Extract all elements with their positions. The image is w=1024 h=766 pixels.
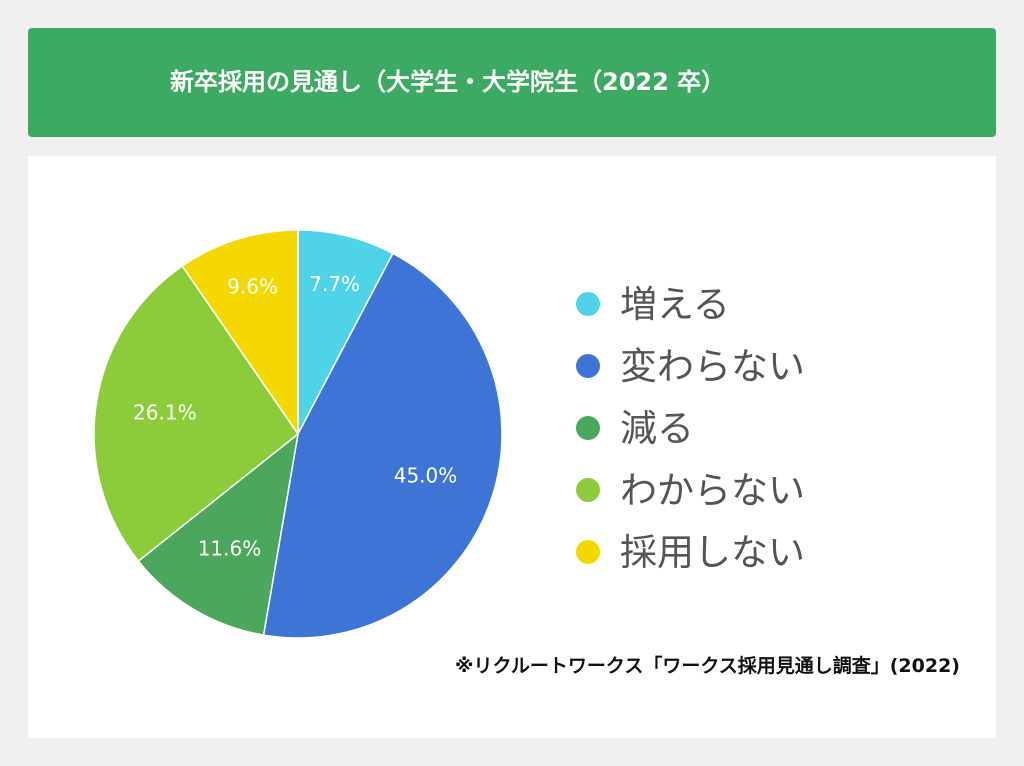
- legend-dot-icon: [576, 478, 600, 502]
- legend-label: 採用しない: [620, 531, 805, 574]
- pie-slice-no-change: [262, 252, 503, 639]
- chart-panel: 7.7% 45.0% 11.6% 26.1% 9.6% 増える 変わらない 減る わから…: [28, 156, 996, 738]
- pie-label-unknown: 26.1%: [133, 401, 197, 425]
- legend-label: 変わらない: [620, 345, 805, 388]
- pie-slice-decrease: [137, 432, 300, 636]
- legend-dot-icon: [576, 540, 600, 564]
- legend-dot-icon: [576, 354, 600, 378]
- source-note: ※リクルートワークス「ワークス採用見通し調査」(2022): [454, 655, 960, 677]
- pie-slice-unknown: [93, 264, 300, 563]
- chart-title: 新卒採用の見通し（大学生・大学院生（2022 卒）: [170, 68, 726, 96]
- pie-chart: 7.7% 45.0% 11.6% 26.1% 9.6%: [93, 229, 503, 639]
- title-banner: 新卒採用の見通し（大学生・大学院生（2022 卒）: [28, 28, 996, 137]
- legend-dot-icon: [576, 416, 600, 440]
- pie-slice-increase: [297, 229, 394, 435]
- pie-label-increase: 7.7%: [309, 272, 360, 296]
- legend-dot-icon: [576, 292, 600, 316]
- pie-slice-no-hiring: [181, 229, 299, 437]
- pie-label-no-change: 45.0%: [394, 464, 458, 488]
- pie-label-decrease: 11.6%: [198, 536, 262, 560]
- legend-label: 増える: [620, 283, 730, 326]
- legend-label: わからない: [620, 469, 805, 512]
- pie-label-no-hiring: 9.6%: [227, 274, 278, 298]
- legend-label: 減る: [620, 407, 694, 450]
